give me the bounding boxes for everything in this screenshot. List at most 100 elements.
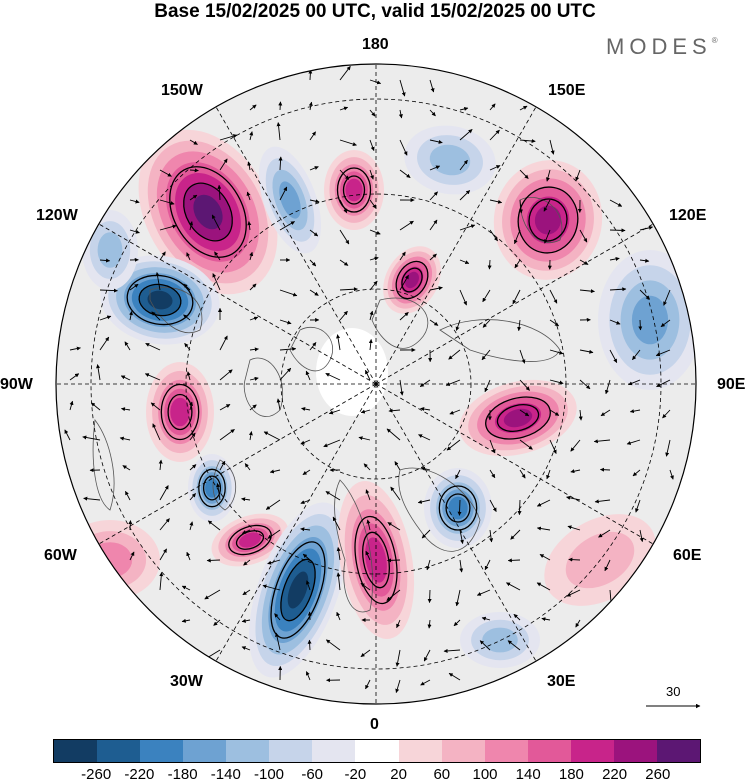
wind-arrow	[241, 646, 251, 651]
wind-arrow	[83, 496, 101, 501]
wind-arrow	[183, 314, 191, 321]
meridian-line	[375, 383, 654, 545]
wind-arrow	[332, 516, 341, 531]
contour-line	[485, 396, 551, 440]
colorbar-cell	[613, 740, 657, 762]
wind-arrow	[181, 585, 191, 591]
wind-arrow	[189, 464, 197, 471]
label-150e: 150E	[548, 82, 586, 99]
wind-arrow	[336, 546, 341, 561]
wind-arrow	[639, 225, 653, 231]
wind-arrow	[519, 379, 530, 391]
wind-arrow	[549, 409, 560, 416]
wind-arrow	[609, 287, 627, 292]
contour-line	[270, 541, 326, 639]
wind-arrow	[429, 219, 438, 231]
colorbar-cell	[398, 740, 442, 762]
colorbar-tick-label: 20	[390, 766, 407, 783]
wind-arrow	[420, 679, 431, 686]
wind-arrow	[365, 550, 371, 561]
colorbar-cell	[54, 740, 98, 762]
wind-arrow	[278, 156, 283, 171]
wind-arrow	[420, 466, 431, 471]
wind-arrow	[518, 199, 523, 214]
wind-arrow	[249, 347, 259, 352]
wind-arrow	[575, 619, 581, 628]
wind-arrow	[99, 258, 111, 263]
wind-arrow	[369, 169, 374, 180]
wind-arrow	[398, 109, 403, 119]
wind-arrow	[536, 499, 551, 507]
wind-arrow	[459, 106, 469, 111]
coastline	[519, 197, 563, 243]
wind-arrow	[455, 589, 461, 607]
wind-arrow	[457, 499, 462, 516]
wind-arrow	[482, 289, 491, 303]
anomaly-shade	[147, 290, 173, 310]
colorbar-tick-label: 140	[515, 766, 541, 783]
wind-arrow	[489, 499, 497, 512]
wind-arrow	[129, 311, 133, 321]
wind-arrow	[274, 613, 281, 621]
wind-arrow	[544, 229, 551, 244]
wind-arrow	[369, 229, 381, 235]
colorbar	[53, 739, 701, 763]
wind-arrow	[159, 169, 172, 177]
wind-arrow	[365, 679, 371, 690]
colorbar-tick-label: -140	[210, 766, 241, 783]
wind-arrow	[399, 251, 406, 261]
wind-arrow	[279, 186, 288, 201]
wind-arrow	[386, 589, 401, 601]
wind-arrow	[489, 199, 503, 204]
coastline	[149, 287, 203, 333]
wind-arrow	[507, 558, 521, 563]
latitude-circle	[185, 193, 567, 575]
label-90e: 90E	[717, 376, 746, 393]
wind-arrow	[358, 436, 371, 441]
wind-arrow	[386, 428, 401, 441]
wind-arrow	[267, 559, 281, 565]
meridian-line	[215, 383, 377, 662]
wind-arrow	[64, 429, 71, 441]
wind-arrow	[247, 161, 252, 171]
wind-arrow	[545, 169, 551, 182]
wind-arrow	[513, 229, 521, 245]
wind-arrow	[189, 139, 198, 145]
anomaly-shade	[631, 295, 669, 345]
anomaly-high-near-170W	[324, 150, 384, 230]
anomaly-high-140E	[493, 160, 603, 280]
wind-arrow	[446, 439, 461, 451]
wind-arrow	[249, 251, 254, 261]
coastline	[243, 357, 284, 417]
wind-arrow	[369, 79, 382, 85]
wind-arrow	[578, 409, 583, 421]
wind-arrow	[308, 101, 313, 111]
wind-arrow	[158, 459, 163, 471]
wind-arrow	[429, 253, 437, 261]
wind-arrow	[339, 139, 357, 147]
anomaly-high-150E-inner	[383, 246, 441, 314]
wind-arrow	[325, 639, 341, 651]
contour-lines	[126, 166, 579, 639]
wind-arrow	[507, 640, 521, 651]
wind-arrow	[598, 529, 611, 538]
colorbar-cell	[97, 740, 141, 762]
wind-arrow	[570, 469, 581, 474]
contour-low-120W	[126, 274, 194, 326]
colorbar-tick-label: -60	[301, 766, 324, 783]
coastline	[398, 467, 481, 552]
meridian-line	[375, 106, 537, 385]
wind-arrow	[241, 618, 251, 623]
wind-arrow	[159, 572, 164, 591]
coastline	[92, 418, 115, 511]
wind-arrow	[593, 439, 611, 444]
wind-arrow	[189, 493, 196, 501]
wind-arrow	[249, 131, 254, 141]
wind-arrow	[459, 289, 467, 306]
colorbar-tick-label: -260	[81, 766, 112, 783]
wind-arrow	[369, 310, 374, 321]
wind-arrow	[241, 529, 251, 534]
wind-arrow	[396, 619, 401, 629]
wind-arrow	[455, 469, 461, 480]
wind-arrow	[90, 402, 101, 411]
